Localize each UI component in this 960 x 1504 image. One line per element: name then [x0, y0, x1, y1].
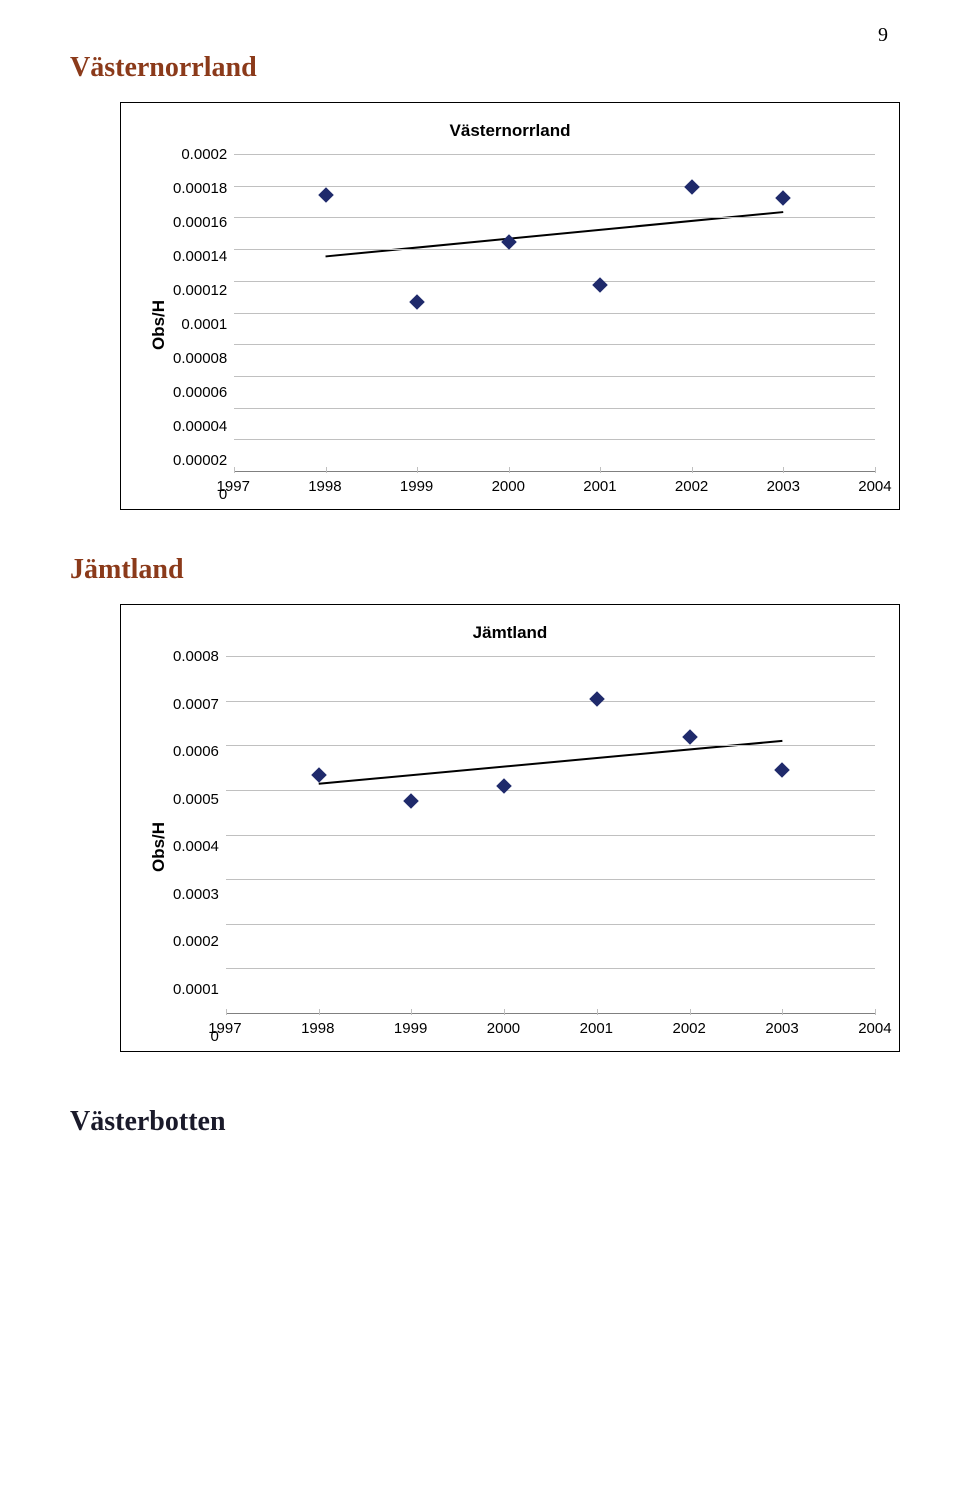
x-gridline	[509, 467, 510, 473]
gridline	[226, 790, 875, 791]
gridline	[234, 471, 875, 472]
gridline	[234, 408, 875, 409]
chart-frame-vasternorrland: Västernorrland Obs/H 0.00020.000180.0001…	[120, 102, 900, 510]
x-gridline	[690, 1009, 691, 1015]
x-gridline	[782, 1009, 783, 1015]
x-gridline	[411, 1009, 412, 1015]
chart-frame-jamtland: Jämtland Obs/H 0.00080.00070.00060.00050…	[120, 604, 900, 1052]
x-gridline	[875, 1009, 876, 1015]
gridline	[234, 344, 875, 345]
section-heading-vasternorrland: Västernorrland	[70, 52, 900, 84]
gridline	[226, 924, 875, 925]
y-axis-ticks: 0.00020.000180.000160.000140.000120.0001…	[173, 155, 233, 495]
gridline	[226, 656, 875, 657]
section-heading-jamtland: Jämtland	[70, 554, 900, 586]
x-gridline	[783, 467, 784, 473]
chart-jamtland: Jämtland Obs/H 0.00080.00070.00060.00050…	[145, 623, 875, 1037]
x-axis-ticks: 19971998199920002001200220032004	[225, 1014, 875, 1037]
y-axis-label: Obs/H	[145, 657, 173, 1037]
chart-title: Västernorrland	[145, 121, 875, 141]
y-axis-ticks: 0.00080.00070.00060.00050.00040.00030.00…	[173, 657, 225, 1037]
chart-vasternorrland: Västernorrland Obs/H 0.00020.000180.0001…	[145, 121, 875, 495]
section-heading-vasterbotten: Västerbotten	[70, 1106, 900, 1138]
gridline	[234, 217, 875, 218]
x-axis-ticks: 19971998199920002001200220032004	[233, 472, 875, 495]
page-number: 9	[878, 24, 888, 47]
gridline	[226, 968, 875, 969]
gridline	[234, 154, 875, 155]
x-gridline	[234, 467, 235, 473]
x-gridline	[319, 1009, 320, 1015]
x-gridline	[226, 1009, 227, 1015]
x-gridline	[326, 467, 327, 473]
gridline	[234, 186, 875, 187]
gridline	[234, 376, 875, 377]
gridline	[234, 281, 875, 282]
gridline	[226, 879, 875, 880]
x-gridline	[600, 467, 601, 473]
x-gridline	[417, 467, 418, 473]
x-gridline	[875, 467, 876, 473]
chart-title: Jämtland	[145, 623, 875, 643]
gridline	[226, 701, 875, 702]
x-gridline	[692, 467, 693, 473]
gridline	[226, 835, 875, 836]
plot-area	[225, 657, 875, 1014]
gridline	[234, 439, 875, 440]
y-axis-label: Obs/H	[145, 155, 173, 495]
gridline	[234, 313, 875, 314]
gridline	[234, 249, 875, 250]
x-gridline	[597, 1009, 598, 1015]
plot-area	[233, 155, 875, 472]
x-gridline	[504, 1009, 505, 1015]
gridline	[226, 1013, 875, 1014]
trendline	[226, 657, 875, 1014]
gridline	[226, 745, 875, 746]
